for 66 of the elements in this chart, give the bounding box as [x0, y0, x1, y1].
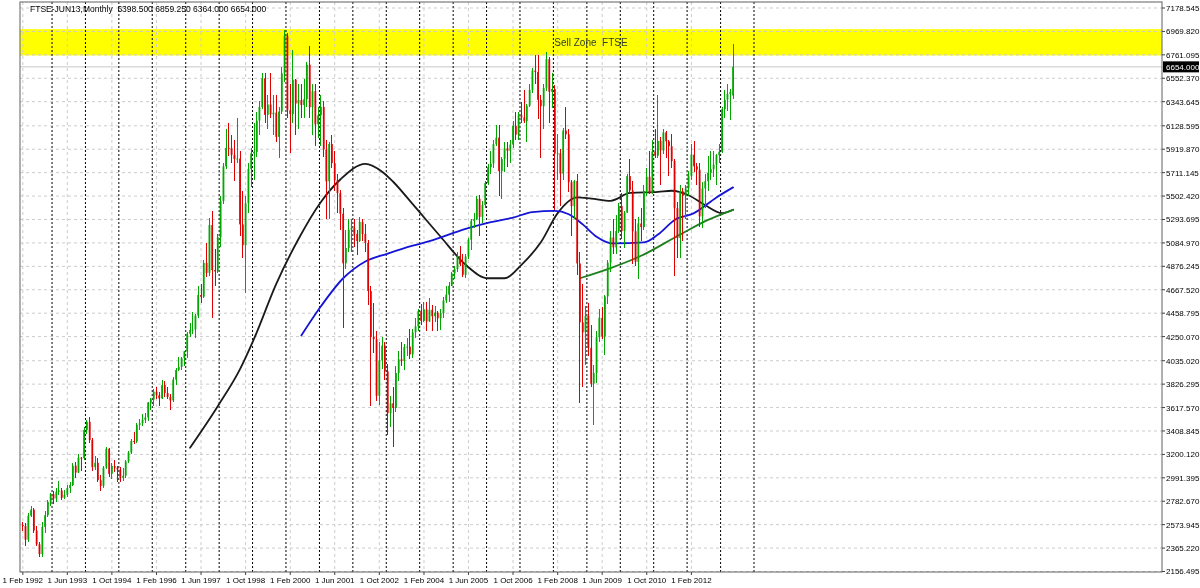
candlestick — [682, 187, 684, 242]
y-tick-label: 6343.645 — [1166, 97, 1200, 107]
x-tick-label: 1 Feb 1996 — [136, 576, 178, 585]
candlestick — [135, 422, 138, 444]
y-tick-label: 3408.845 — [1166, 426, 1200, 436]
candlestick — [353, 218, 356, 248]
band-label: Sell Zone FTSE — [554, 36, 629, 48]
y-tick-label: 2991.395 — [1166, 473, 1200, 483]
candlestick — [556, 133, 559, 181]
ref-line-label: 6654.000 — [1166, 62, 1200, 72]
y-tick-label: 5919.870 — [1166, 144, 1200, 154]
y-tick-label: 4250.070 — [1166, 332, 1200, 342]
candlestick — [425, 301, 428, 332]
x-tick-label: 1 Jun 2009 — [582, 576, 623, 585]
candlestick — [423, 301, 425, 323]
line-series — [579, 208, 734, 280]
y-tick-label: 2365.220 — [1166, 543, 1200, 553]
y-tick-label: 5502.420 — [1166, 191, 1200, 201]
y-tick-label: 5711.145 — [1166, 168, 1200, 178]
candlestick — [409, 328, 411, 360]
y-tick-label: 4876.245 — [1166, 261, 1200, 271]
x-tick-label: 1 Feb 2004 — [403, 576, 445, 585]
candlestick — [403, 343, 406, 371]
x-tick-label: 1 Feb 2008 — [537, 576, 579, 585]
y-tick-label: 4035.020 — [1166, 356, 1200, 366]
y-tick-label: 4458.795 — [1166, 308, 1200, 318]
candlestick — [559, 148, 562, 207]
candlestick — [503, 141, 506, 173]
candlestick — [191, 311, 194, 335]
x-tick-label: 1 Feb 1992 — [2, 576, 44, 585]
candlestick — [320, 94, 322, 147]
y-tick-label: 3617.570 — [1166, 403, 1200, 413]
y-tick-label: 5084.970 — [1166, 238, 1200, 248]
y-tick-label: 7178.545 — [1166, 3, 1200, 13]
x-tick-label: 1 Oct 2002 — [359, 576, 400, 585]
line-series — [300, 186, 734, 337]
candlestick — [236, 117, 239, 164]
y-tick-label: 5293.695 — [1166, 214, 1200, 224]
x-tick-label: 1 Oct 2010 — [627, 576, 667, 585]
candlestick — [420, 303, 423, 326]
x-tick-label: 1 Jun 1993 — [47, 576, 88, 585]
x-tick-label: 1 Oct 1994 — [92, 576, 132, 585]
candlestick — [200, 283, 202, 304]
y-tick-label: 6128.595 — [1166, 121, 1200, 131]
candlestick — [662, 128, 665, 155]
x-tick-label: 1 Jun 2005 — [448, 576, 489, 585]
candlestick — [205, 242, 208, 278]
candlestick — [551, 72, 553, 109]
y-tick-label: 2156.495 — [1166, 567, 1200, 576]
y-tick-label: 2782.670 — [1166, 496, 1200, 506]
candlestick — [478, 194, 481, 237]
x-tick-label: 1 Feb 2000 — [270, 576, 312, 585]
x-tick-label: 1 Jun 2001 — [314, 576, 356, 585]
y-tick-label: 6552.370 — [1166, 73, 1200, 83]
y-tick-label: 4667.520 — [1166, 285, 1200, 295]
x-tick-label: 1 Oct 1998 — [226, 576, 266, 585]
y-tick-label: 3826.295 — [1166, 379, 1200, 389]
candlestick — [612, 218, 615, 255]
x-tick-label: 1 Feb 2012 — [671, 576, 713, 585]
x-tick-label: 1 Oct 2006 — [493, 576, 534, 585]
y-tick-label: 2573.945 — [1166, 520, 1200, 530]
chart-title: FTSE-JUN13,Monthly 6398.500 6859.250 6364.000 6654.000 — [30, 4, 267, 14]
y-tick-label: 6761.095 — [1166, 50, 1200, 60]
y-tick-label: 6969.820 — [1166, 26, 1200, 36]
y-tick-label: 3200.120 — [1166, 449, 1200, 459]
x-tick-label: 1 Jun 1997 — [181, 576, 222, 585]
